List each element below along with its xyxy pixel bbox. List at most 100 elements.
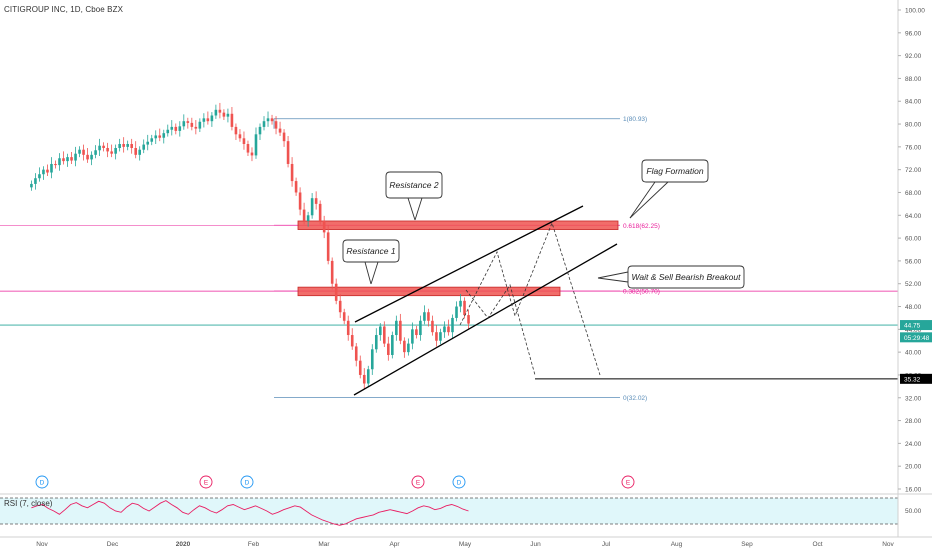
candle-up — [202, 118, 206, 122]
candle-down — [246, 144, 250, 153]
candle-up — [58, 158, 61, 166]
candle-down — [186, 121, 190, 123]
candle-down — [242, 138, 246, 145]
y-tick-label: 48.00 — [905, 304, 922, 311]
candle-up — [226, 113, 230, 117]
candle-down — [278, 128, 282, 133]
candle-down — [102, 145, 105, 148]
candle-up — [50, 163, 53, 173]
candle-down — [318, 203, 322, 221]
candle-up — [374, 335, 378, 350]
candle-down — [467, 315, 470, 324]
candle-up — [114, 147, 117, 154]
resistance-zone — [297, 286, 561, 297]
callout-text: Resistance 1 — [346, 246, 395, 256]
candle-up — [306, 215, 310, 221]
callout-flag: Flag Formation — [629, 159, 709, 219]
event-marker[interactable] — [35, 475, 49, 489]
candle-up — [78, 149, 81, 154]
y-tick-label: 60.00 — [905, 236, 922, 243]
candle-up — [178, 126, 182, 131]
candle-down — [342, 312, 346, 321]
candle-up — [439, 332, 442, 341]
candle-up — [459, 300, 462, 307]
candle-down — [294, 181, 298, 193]
candle-down — [70, 157, 73, 161]
event-marker[interactable] — [621, 475, 635, 489]
y-tick-label: 100.00 — [905, 8, 925, 15]
candle-down — [46, 169, 49, 173]
candle-down — [238, 134, 242, 139]
price-label-box — [900, 332, 932, 343]
candle-down — [298, 192, 302, 210]
candle-down — [330, 260, 334, 284]
candle-down — [346, 320, 350, 336]
callout-pointer — [629, 181, 669, 219]
price-label: 05:29:48 — [904, 335, 930, 342]
candle-down — [274, 121, 278, 129]
candle-down — [110, 151, 113, 154]
y-tick-label: 32.00 — [905, 395, 922, 402]
x-tick-label: Sep — [741, 541, 753, 548]
candle-down — [431, 320, 434, 333]
candle-up — [391, 335, 394, 355]
event-marker-label: D — [457, 480, 462, 487]
candle-down — [82, 149, 85, 155]
candle-down — [206, 118, 210, 122]
event-marker-label: E — [626, 480, 631, 487]
fib-level-label: 0(32.02) — [623, 395, 647, 402]
x-tick-label: Nov — [882, 541, 894, 548]
candle-up — [379, 326, 382, 336]
candle-up — [30, 183, 33, 188]
candle-up — [98, 145, 101, 151]
resistance-zone — [297, 220, 619, 230]
candle-down — [447, 326, 450, 333]
event-marker[interactable] — [199, 475, 213, 489]
y-tick-label: 24.00 — [905, 441, 922, 448]
candle-down — [130, 144, 133, 148]
candle-down — [322, 220, 326, 233]
candle-up — [258, 126, 262, 135]
candle-down — [190, 122, 194, 127]
candle-down — [122, 144, 125, 147]
x-tick-label: Jun — [530, 541, 541, 548]
x-tick-label: Nov — [36, 541, 48, 548]
candle-up — [451, 317, 454, 333]
candle-up — [170, 126, 174, 130]
y-tick-label: 44.00 — [905, 327, 922, 334]
candle-down — [230, 113, 234, 127]
candle-up — [411, 329, 414, 344]
candle-down — [302, 209, 306, 221]
y-tick-label: 80.00 — [905, 122, 922, 129]
chart-title: CITIGROUP INC, 1D, Cboe BZX — [4, 5, 124, 14]
callout-pointer — [414, 197, 423, 221]
candle-up — [150, 138, 154, 142]
candle-up — [262, 121, 266, 127]
rsi-title: RSI (7, close) — [4, 499, 53, 508]
price-label-box — [900, 320, 932, 331]
callout-text: Resistance 2 — [389, 180, 438, 190]
callout-pointer — [364, 261, 372, 285]
callout-pointer — [407, 197, 416, 221]
candle-up — [38, 174, 41, 179]
event-marker-label: E — [204, 480, 209, 487]
candle-down — [427, 312, 430, 321]
candle-down — [362, 374, 366, 384]
candle-up — [395, 320, 398, 336]
candle-down — [86, 154, 89, 160]
callout-box — [385, 171, 443, 199]
candle-down — [435, 332, 438, 341]
y-tick-label: 88.00 — [905, 76, 922, 83]
y-tick-label: 20.00 — [905, 464, 922, 471]
candle-up — [166, 129, 170, 134]
candle-up — [310, 198, 314, 216]
event-marker[interactable] — [452, 475, 466, 489]
event-marker[interactable] — [411, 475, 425, 489]
candle-down — [286, 141, 290, 164]
candle-up — [455, 306, 458, 318]
event-marker[interactable] — [240, 475, 254, 489]
candle-down — [106, 147, 109, 152]
candle-down — [218, 109, 222, 113]
